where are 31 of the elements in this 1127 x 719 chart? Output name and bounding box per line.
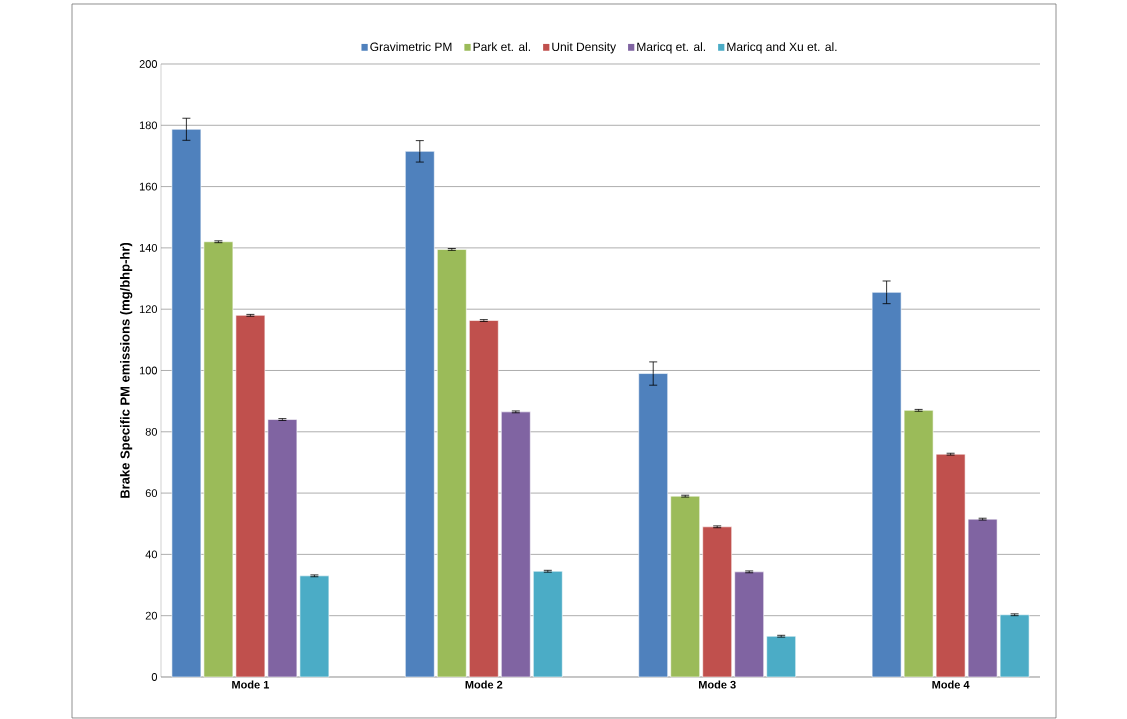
bar bbox=[766, 635, 797, 678]
y-tick-label: 80 bbox=[145, 427, 158, 436]
bar bbox=[501, 411, 531, 678]
legend-label: Park et. al. bbox=[473, 42, 531, 52]
legend-label: Unit Density bbox=[552, 42, 617, 54]
legend-label: Gravimetric PM bbox=[370, 42, 452, 52]
bar bbox=[638, 373, 669, 678]
x-tick-label: Mode 2 bbox=[465, 680, 503, 689]
legend-label: Maricq et. al. bbox=[637, 42, 706, 54]
y-tick-label: 180 bbox=[139, 121, 158, 130]
bar bbox=[533, 570, 563, 678]
y-tick-label: 20 bbox=[145, 611, 158, 620]
y-tick-label: 160 bbox=[139, 182, 158, 191]
bar bbox=[405, 151, 435, 678]
x-tick-label: Mode 1 bbox=[232, 680, 270, 689]
y-tick-label: 120 bbox=[139, 305, 158, 314]
y-tick-label: 0 bbox=[151, 673, 158, 681]
y-axis-title: Brake Specific PM emissions (mg/bhp-hr) bbox=[120, 242, 133, 498]
bar bbox=[437, 249, 467, 678]
bar bbox=[702, 526, 733, 678]
bar bbox=[670, 495, 701, 678]
y-tick-label: 200 bbox=[139, 60, 158, 68]
y-tick-label: 60 bbox=[145, 489, 158, 497]
y-tick-label: 40 bbox=[145, 550, 158, 559]
x-tick-label: Mode 3 bbox=[699, 680, 736, 689]
y-tick-label: 140 bbox=[139, 244, 158, 252]
bar bbox=[469, 320, 499, 678]
x-tick-label: Mode 4 bbox=[932, 680, 970, 689]
y-tick-label: 100 bbox=[139, 366, 158, 375]
bar bbox=[734, 571, 765, 678]
legend-label: Maricq and Xu et. al. bbox=[727, 42, 837, 54]
